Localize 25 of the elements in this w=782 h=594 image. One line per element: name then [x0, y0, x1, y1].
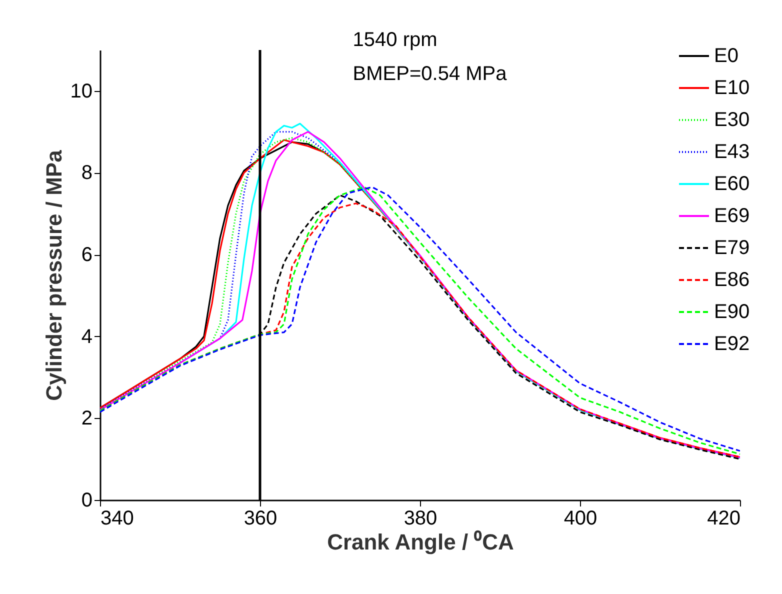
y-tick-label: 6 — [81, 244, 92, 266]
legend-label: E69 — [714, 205, 750, 227]
y-axis-title: Cylinder pressure / MPa — [41, 149, 66, 401]
legend-label: E79 — [714, 237, 750, 259]
x-axis-title: Crank Angle / ⁰CA — [327, 530, 514, 554]
legend-label: E10 — [714, 77, 750, 99]
y-tick-label: 10 — [70, 80, 92, 102]
y-tick-label: 4 — [81, 326, 92, 348]
x-tick-label: 340 — [100, 508, 134, 530]
x-tick-label: 360 — [244, 508, 278, 530]
legend-label: E92 — [714, 333, 750, 355]
x-tick-label: 380 — [404, 508, 438, 530]
y-tick-label: 0 — [81, 490, 92, 512]
annotation: 1540 rpm — [352, 29, 438, 51]
y-tick-label: 2 — [81, 408, 92, 430]
legend-label: E43 — [714, 141, 750, 163]
annotation: BMEP=0.54 MPa — [352, 63, 508, 85]
legend-label: E90 — [714, 301, 750, 323]
x-tick-label: 420 — [707, 508, 740, 530]
legend-label: E0 — [714, 45, 738, 67]
legend-label: E86 — [714, 269, 750, 291]
legend-label: E30 — [714, 109, 750, 131]
x-tick-label: 400 — [564, 508, 598, 530]
legend-label: E60 — [714, 173, 750, 195]
y-tick-label: 8 — [81, 162, 92, 184]
